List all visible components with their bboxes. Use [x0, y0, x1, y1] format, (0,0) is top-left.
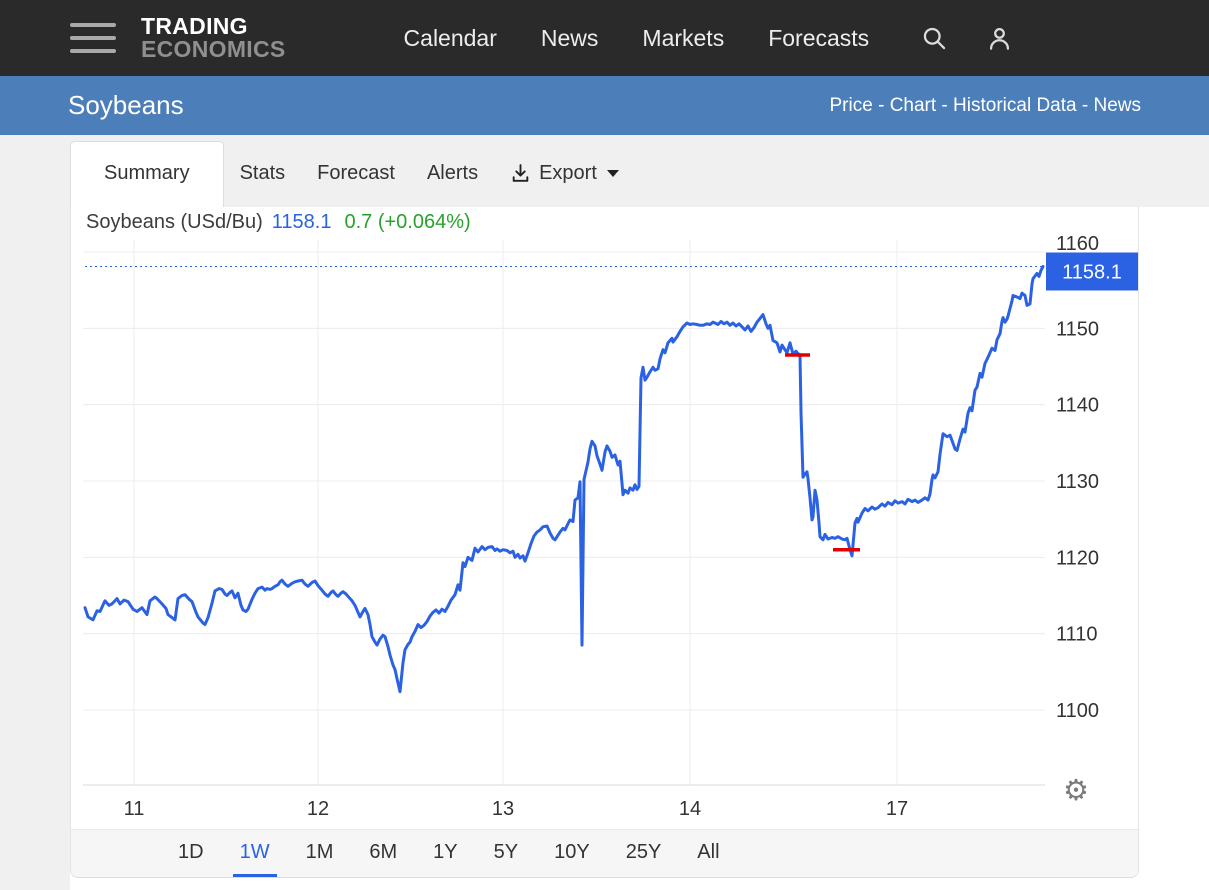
- nav-forecasts[interactable]: Forecasts: [768, 24, 870, 51]
- tab-stats[interactable]: Stats: [239, 162, 286, 184]
- navbar-icons: [921, 25, 1013, 52]
- page-title: Soybeans: [68, 90, 184, 120]
- range-6m[interactable]: 6M: [369, 840, 398, 863]
- y-axis-label: 1110: [1056, 624, 1098, 646]
- y-axis-label: 1100: [1056, 700, 1099, 722]
- user-icon[interactable]: [986, 25, 1013, 52]
- caret-down-icon: [606, 170, 619, 177]
- export-label: Export: [539, 162, 597, 184]
- logo-line2: ECONOMICS: [141, 36, 286, 62]
- nav-news[interactable]: News: [540, 24, 599, 51]
- site-logo[interactable]: TRADING ECONOMICS: [141, 12, 286, 62]
- y-axis-label: 1140: [1056, 395, 1099, 417]
- left-gutter: [0, 207, 70, 890]
- range-25y[interactable]: 25Y: [625, 840, 662, 863]
- top-navbar: TRADING ECONOMICS Calendar News Markets …: [0, 0, 1209, 76]
- x-axis-label: 12: [307, 798, 329, 820]
- instrument-label: Soybeans (USd/Bu): [86, 211, 263, 233]
- x-axis-label: 14: [679, 798, 701, 820]
- logo-line1: TRADING: [141, 12, 248, 39]
- range-selector: 1D 1W 1M 6M 1Y 5Y 10Y 25Y All: [71, 829, 1138, 877]
- current-price-badge-label: 1158.1: [1062, 262, 1122, 284]
- main-content: Summary Stats Forecast Alerts Export Soy…: [0, 135, 1209, 890]
- y-axis-label: 1160: [1056, 233, 1099, 255]
- price-chart-svg[interactable]: 11 12 13 14 17 1160 1150 1140 1130 1120 1110 1100 11…: [71, 207, 1138, 830]
- link-price[interactable]: Price: [829, 94, 873, 116]
- menu-icon[interactable]: [70, 23, 116, 53]
- range-all[interactable]: All: [697, 840, 720, 863]
- instrument-titlebar: Soybeans Price - Chart - Historical Data…: [0, 76, 1209, 135]
- x-axis-label: 17: [886, 798, 908, 820]
- tab-summary[interactable]: Summary: [70, 141, 224, 207]
- link-separator: -: [872, 94, 890, 116]
- price-value: 1158.1: [271, 211, 332, 233]
- link-chart[interactable]: Chart: [889, 94, 937, 116]
- price-line: [83, 265, 1045, 694]
- y-axis-label: 1120: [1056, 547, 1099, 569]
- range-5y[interactable]: 5Y: [493, 840, 519, 863]
- link-historical-data[interactable]: Historical Data: [953, 94, 1077, 116]
- x-axis-label: 13: [492, 798, 514, 820]
- nav-calendar[interactable]: Calendar: [403, 24, 497, 51]
- titlebar-links: Price - Chart - Historical Data - News: [830, 95, 1142, 117]
- nav-markets[interactable]: Markets: [642, 24, 725, 51]
- range-1d[interactable]: 1D: [178, 840, 204, 863]
- y-axis-label: 1150: [1056, 318, 1099, 340]
- link-separator: -: [936, 94, 954, 116]
- x-axis-label: 11: [124, 798, 145, 820]
- chart-card: Soybeans (USd/Bu) 1158.1 0.7 (+0.064%) 11 1…: [70, 207, 1139, 878]
- search-icon[interactable]: [921, 25, 948, 52]
- tab-alerts[interactable]: Alerts: [426, 162, 479, 184]
- tab-forecast[interactable]: Forecast: [317, 162, 395, 184]
- download-icon: [512, 164, 529, 182]
- link-news[interactable]: News: [1093, 94, 1141, 116]
- range-10y[interactable]: 10Y: [554, 840, 590, 863]
- chart-header: Soybeans (USd/Bu) 1158.1 0.7 (+0.064%): [86, 211, 471, 234]
- price-change: 0.7 (+0.064%): [344, 211, 471, 233]
- main-nav: Calendar News Markets Forecasts: [404, 25, 870, 52]
- current-price-badge: [1046, 252, 1138, 291]
- y-axis-label: 1130: [1056, 471, 1099, 493]
- range-1w[interactable]: 1W: [232, 830, 277, 877]
- range-1m[interactable]: 1M: [305, 840, 334, 863]
- tabstrip: Summary Stats Forecast Alerts Export: [0, 135, 1209, 207]
- range-1y[interactable]: 1Y: [433, 840, 458, 863]
- settings-gear-icon[interactable]: ⚙: [1063, 775, 1089, 807]
- export-button[interactable]: Export: [494, 162, 635, 207]
- link-separator: -: [1076, 94, 1094, 116]
